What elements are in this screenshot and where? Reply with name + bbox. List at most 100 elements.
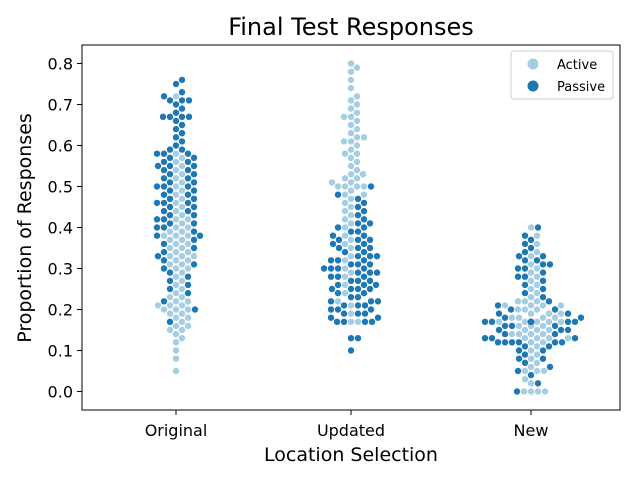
chart-title: Final Test Responses (228, 13, 474, 41)
point-passive-updated (340, 318, 348, 325)
point-passive-original (153, 232, 161, 239)
point-passive-updated (373, 253, 381, 260)
point-active-updated (347, 269, 355, 276)
point-passive-new (539, 294, 547, 301)
point-passive-updated (367, 298, 375, 305)
point-active-updated (341, 265, 349, 272)
point-active-original (172, 93, 180, 100)
point-active-original (184, 257, 192, 264)
point-active-original (184, 240, 192, 248)
point-passive-new (501, 314, 509, 321)
point-active-updated (341, 199, 349, 207)
point-active-updated (341, 257, 349, 264)
point-active-original (172, 330, 180, 338)
point-active-original (184, 306, 192, 313)
point-passive-new (539, 253, 547, 260)
point-passive-new (521, 351, 529, 358)
point-passive-updated (354, 302, 362, 309)
point-active-updated (347, 195, 355, 202)
point-passive-original (160, 224, 168, 231)
point-passive-original (166, 179, 174, 186)
point-active-updated (347, 113, 355, 121)
point-active-new (541, 388, 549, 395)
point-passive-original (172, 80, 180, 88)
point-active-updated (360, 134, 368, 141)
point-active-updated (328, 179, 336, 186)
point-active-new (533, 289, 541, 297)
point-active-updated (347, 187, 355, 194)
point-passive-updated (361, 318, 369, 325)
point-active-original (166, 244, 174, 252)
y-tick-label: 0.6 (48, 136, 73, 155)
point-active-updated (341, 273, 349, 280)
point-active-updated (347, 310, 355, 317)
point-active-updated (341, 183, 349, 190)
point-passive-updated (361, 310, 369, 317)
point-passive-new (501, 339, 509, 346)
point-passive-updated (366, 253, 374, 260)
legend-marker-active (527, 58, 539, 70)
point-passive-new (527, 371, 535, 379)
point-passive-original (166, 220, 174, 227)
point-active-original (172, 166, 180, 174)
point-active-new (533, 367, 541, 375)
point-passive-original (184, 273, 192, 280)
point-active-original (178, 318, 186, 325)
point-active-new (533, 281, 541, 289)
y-axis-label: Proportion of Responses (14, 113, 36, 343)
point-passive-updated (354, 203, 362, 211)
point-passive-updated (367, 306, 375, 313)
point-passive-original (190, 187, 198, 194)
point-active-updated (340, 138, 348, 145)
point-passive-updated (360, 199, 368, 207)
point-passive-updated (340, 302, 348, 309)
point-active-new (521, 306, 529, 313)
point-passive-updated (327, 314, 335, 321)
point-passive-original (160, 175, 168, 182)
point-passive-updated (374, 298, 382, 305)
point-passive-original (160, 216, 168, 223)
point-passive-updated (366, 269, 374, 276)
point-passive-new (539, 355, 547, 362)
point-passive-updated (327, 265, 335, 272)
point-passive-updated (354, 277, 362, 284)
point-active-new (527, 310, 535, 317)
point-active-new (521, 367, 529, 375)
point-passive-updated (328, 285, 336, 293)
point-passive-updated (360, 273, 368, 280)
point-passive-updated (347, 294, 355, 301)
point-active-original (178, 326, 186, 334)
point-active-new (527, 261, 535, 268)
point-active-updated (341, 240, 349, 248)
point-passive-original (190, 261, 198, 268)
point-active-updated (353, 101, 361, 108)
point-active-original (178, 253, 186, 260)
point-active-updated (334, 183, 342, 190)
point-passive-original (154, 253, 162, 260)
point-passive-new (546, 363, 554, 371)
point-active-new (521, 335, 529, 342)
point-active-updated (341, 207, 349, 215)
point-active-updated (340, 113, 348, 121)
point-passive-original (160, 166, 168, 174)
point-active-original (172, 347, 180, 354)
point-passive-original (160, 150, 168, 157)
point-passive-original (190, 154, 198, 161)
point-active-new (551, 314, 559, 321)
point-passive-original (160, 191, 168, 198)
point-passive-original (178, 113, 186, 121)
point-active-original (178, 154, 186, 161)
point-passive-new (521, 232, 529, 239)
point-passive-new (551, 322, 559, 330)
point-passive-updated (366, 220, 374, 227)
point-active-original (172, 183, 180, 190)
point-active-updated (347, 318, 355, 325)
legend-marker-passive (527, 80, 539, 92)
point-passive-new (514, 273, 522, 280)
point-active-updated (347, 302, 355, 309)
point-active-updated (341, 281, 349, 289)
x-axis-ticks: Original Updated New (145, 410, 548, 440)
point-passive-original (184, 207, 192, 215)
point-active-updated (341, 216, 349, 223)
point-passive-new (481, 335, 489, 342)
